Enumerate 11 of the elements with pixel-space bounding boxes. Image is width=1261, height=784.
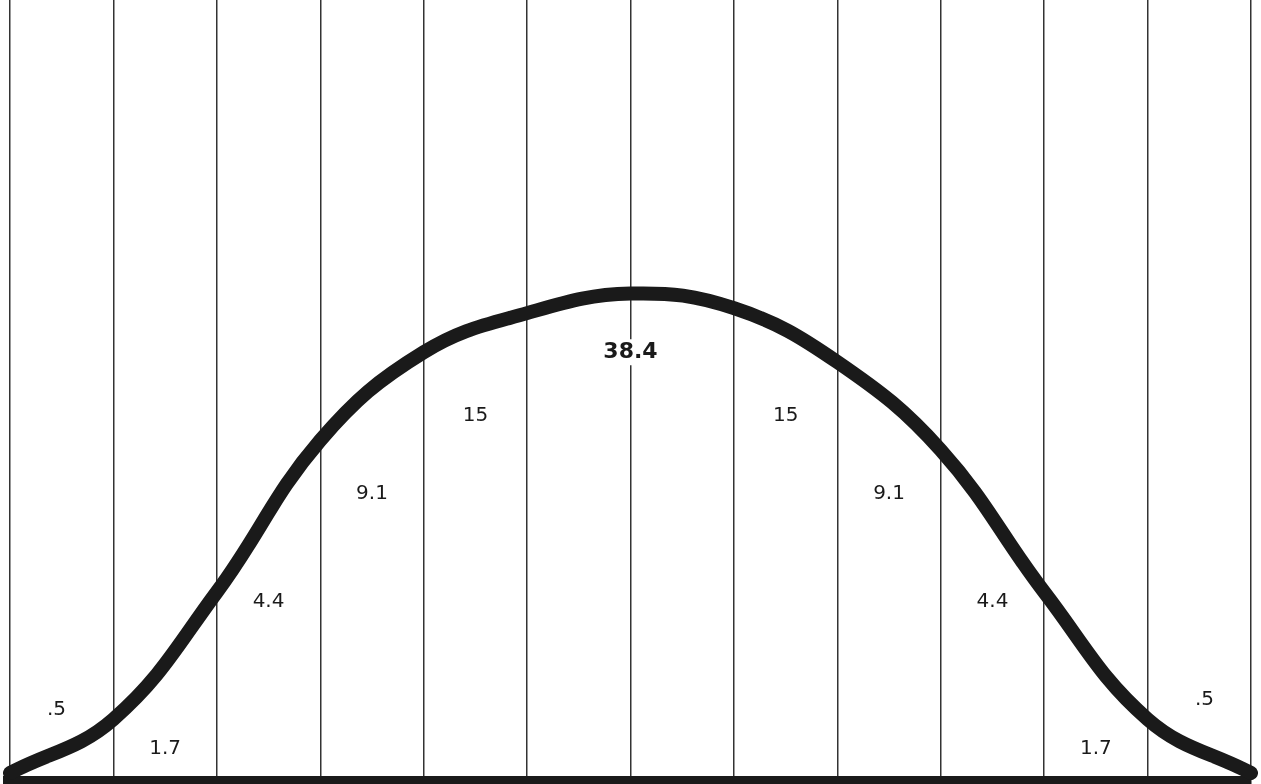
annotation: 4.4 [252, 587, 285, 612]
annotation: .5 [46, 695, 67, 720]
annotation: 15 [772, 402, 799, 427]
annotation: .5 [1194, 685, 1215, 710]
annotation: 1.7 [1079, 734, 1112, 759]
annotation: 15 [462, 402, 489, 427]
annotation: 38.4 [603, 337, 658, 363]
annotation: 9.1 [356, 480, 388, 505]
annotation: 4.4 [976, 587, 1009, 612]
annotation: 1.7 [149, 734, 182, 759]
annotation: 9.1 [873, 480, 905, 505]
